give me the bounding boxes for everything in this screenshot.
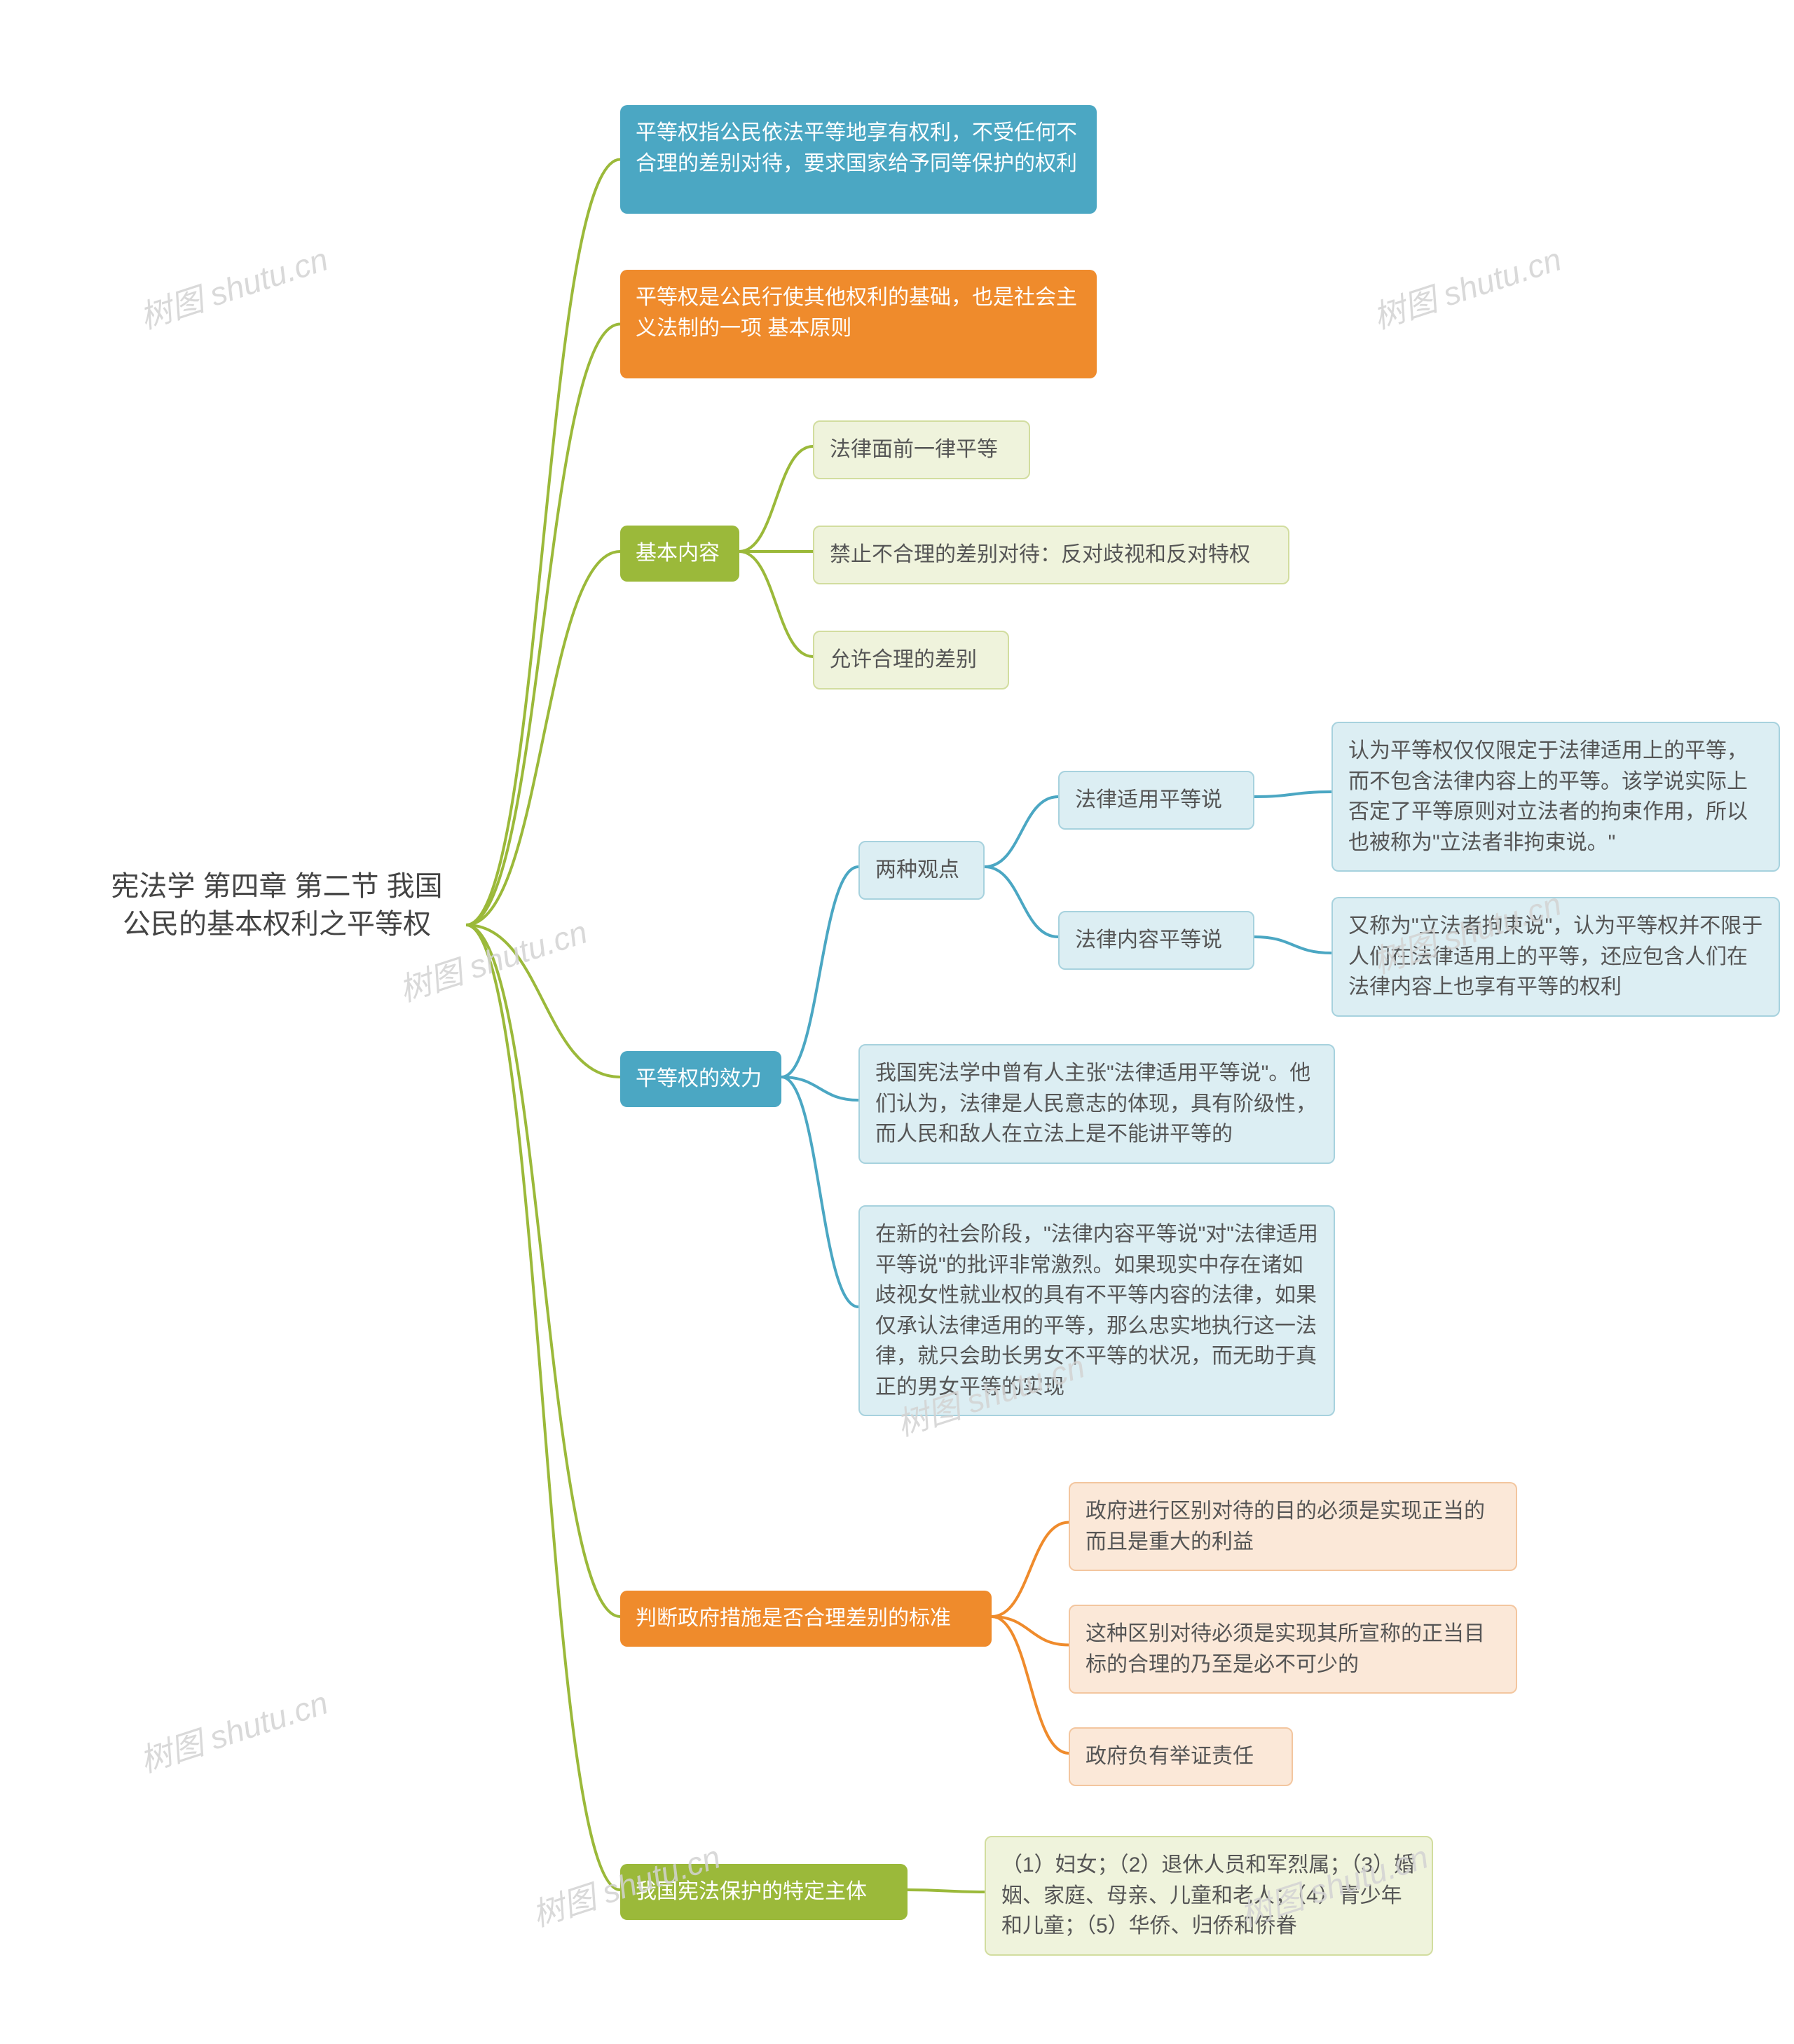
map-node: 平等权指公民依法平等地享有权利，不受任何不合理的差别对待，要求国家给予同等保护的… <box>620 105 1097 214</box>
map-node: 法律面前一律平等 <box>813 420 1030 479</box>
map-node: 平等权的效力 <box>620 1051 781 1107</box>
map-node: 我国宪法学中曾有人主张"法律适用平等说"。他们认为，法律是人民意志的体现，具有阶… <box>858 1044 1335 1164</box>
watermark: 树图 shutu.cn <box>1367 234 1566 338</box>
map-node: 认为平等权仅仅限定于法律适用上的平等，而不包含法律内容上的平等。该学说实际上否定… <box>1331 722 1780 872</box>
map-node: 禁止不合理的差别对待：反对歧视和反对特权 <box>813 526 1289 584</box>
map-node: 政府负有举证责任 <box>1069 1727 1293 1786</box>
mindmap-canvas: 宪法学 第四章 第二节 我国公民的基本权利之平等权 平等权指公民依法平等地享有权利… <box>0 0 1794 2044</box>
watermark: 树图 shutu.cn <box>133 234 333 338</box>
map-node: 平等权是公民行使其他权利的基础，也是社会主义法制的一项 基本原则 <box>620 270 1097 378</box>
map-node: 政府进行区别对待的目的必须是实现正当的而且是重大的利益 <box>1069 1482 1517 1571</box>
map-node: 两种观点 <box>858 841 985 900</box>
map-node: 我国宪法保护的特定主体 <box>620 1864 908 1920</box>
map-node: 法律适用平等说 <box>1058 771 1254 830</box>
map-node: 基本内容 <box>620 526 739 582</box>
map-node: 又称为"立法者拘束说"，认为平等权并不限于人们在法律适用上的平等，还应包含人们在… <box>1331 897 1780 1017</box>
map-node: 这种区别对待必须是实现其所宣称的正当目标的合理的乃至是必不可少的 <box>1069 1605 1517 1694</box>
map-node: 判断政府措施是否合理差别的标准 <box>620 1591 992 1647</box>
root-node: 宪法学 第四章 第二节 我国公民的基本权利之平等权 <box>88 855 466 995</box>
map-node: 允许合理的差别 <box>813 631 1009 690</box>
map-node: （1）妇女；（2）退休人员和军烈属；（3）婚姻、家庭、母亲、儿童和老人；（4）青… <box>985 1836 1433 1956</box>
map-node: 在新的社会阶段，"法律内容平等说"对"法律适用平等说"的批评非常激烈。如果现实中… <box>858 1205 1335 1416</box>
map-node: 法律内容平等说 <box>1058 911 1254 970</box>
watermark: 树图 shutu.cn <box>133 1678 333 1782</box>
